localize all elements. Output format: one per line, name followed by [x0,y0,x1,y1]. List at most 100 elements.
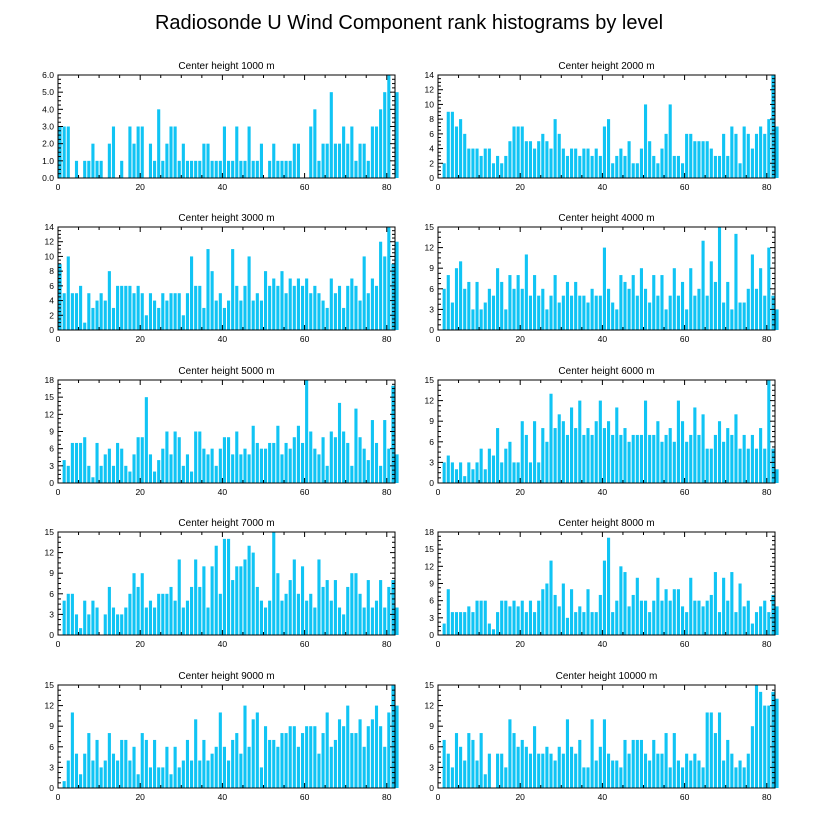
bar [259,767,263,788]
bar [111,753,116,788]
bar [656,753,660,788]
bar [574,281,578,330]
bar [218,293,222,330]
y-tick-label: 15 [425,680,435,690]
x-tick-label: 20 [515,792,525,802]
bar [284,293,288,330]
bar [83,437,87,483]
bar [292,726,296,788]
bar [693,600,697,635]
bar [763,295,767,330]
bar [251,160,255,178]
bar [496,268,500,330]
panel-title: Center height 4000 m [558,213,654,224]
bar [660,148,664,178]
bar [680,281,685,330]
bar [62,781,66,788]
bar [685,612,689,635]
y-tick-label: 3 [429,613,434,623]
x-tick-label: 0 [436,792,441,802]
bar [288,278,292,330]
y-tick-label: 3 [49,461,54,471]
bar [746,600,750,635]
bar [459,119,463,178]
bar [116,285,120,330]
bar [767,119,771,178]
bar [471,309,475,330]
bar [255,712,259,788]
y-tick-label: 12 [45,701,55,711]
bar [87,614,91,635]
bar [500,462,504,483]
bar [214,300,218,330]
bar [198,160,202,178]
bar [549,753,553,788]
bar [722,133,726,178]
bar [582,148,586,178]
bar [79,774,83,788]
bar [210,566,214,635]
bar [635,163,639,178]
bar [607,753,611,788]
bar [346,586,350,635]
bar [169,126,173,178]
bar [442,623,446,635]
bar [95,607,99,635]
bar [251,300,255,330]
bar [631,163,635,178]
y-tick-label: 8 [429,114,434,124]
x-tick-label: 80 [762,334,772,344]
panel-title: Center height 3000 m [178,213,274,224]
bar [202,307,206,330]
bar [111,465,116,483]
bar [467,606,471,635]
bar [516,746,520,788]
bar [446,589,450,635]
bar [767,612,771,635]
bar [717,227,722,330]
x-tick-label: 0 [436,334,441,344]
bar [611,760,615,788]
bar [370,420,374,483]
bar [259,300,263,330]
bar [370,126,374,178]
bar [263,271,268,330]
bar [350,465,354,483]
bar [148,293,153,330]
bar [280,160,284,178]
bar [107,733,111,788]
bar [594,760,598,788]
bar [750,148,754,178]
bar [479,600,483,635]
bar [533,421,537,483]
x-tick-label: 80 [762,792,772,802]
bar [668,295,672,330]
bar [325,580,329,635]
bar [471,739,475,788]
bar [685,753,689,788]
bar [631,594,635,635]
bar [759,126,763,178]
bar [325,143,329,178]
bar [693,753,697,788]
bar [742,434,746,483]
bar [545,583,549,635]
panel-5: Center height 5000 m 0 20 40 60 80 0 3 6 9 12 15 18 [45,366,399,497]
bar [231,249,235,330]
bar [520,739,524,788]
bar [157,109,161,178]
bar [508,275,512,330]
bar [227,300,231,330]
y-tick-label: 2.0 [42,139,54,149]
bar [483,148,487,178]
bar [442,739,446,788]
bar [74,293,79,330]
bar [206,143,210,178]
bar [235,566,239,635]
bar [210,271,214,330]
bar [231,160,235,178]
bar [124,739,128,788]
bar [173,293,177,330]
bar [442,288,446,330]
bar [549,148,553,178]
